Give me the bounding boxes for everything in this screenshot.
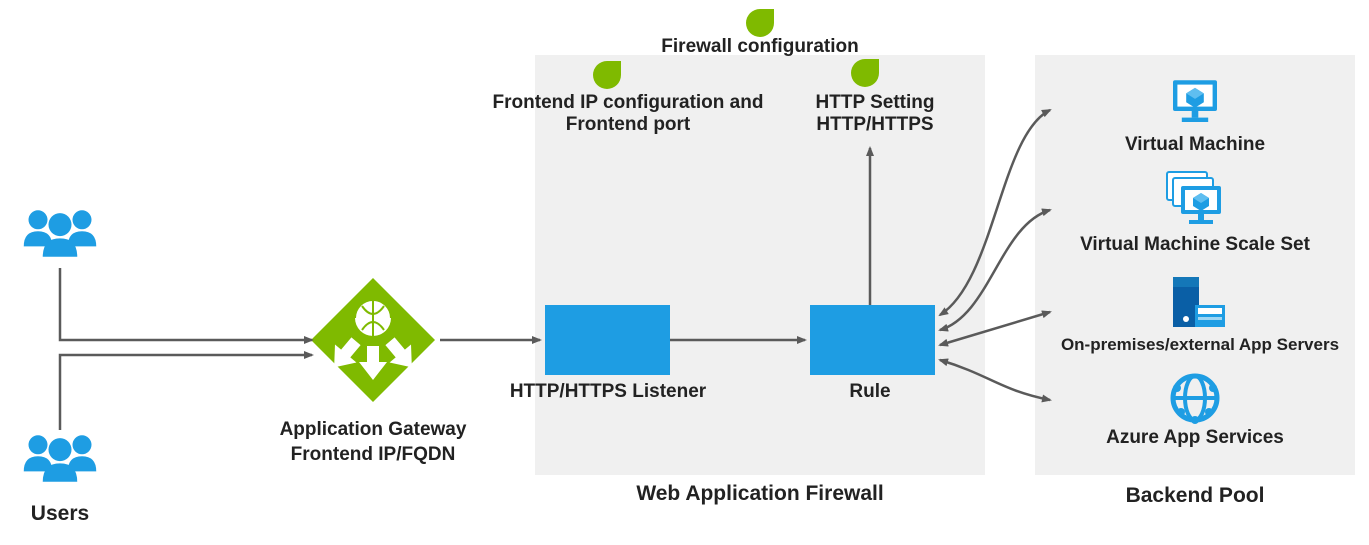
- arrow-users1-to-gateway: [60, 268, 312, 340]
- users-label: Users: [31, 502, 89, 525]
- http-setting-label-line1: HTTP Setting: [816, 92, 935, 113]
- vmss-label: Virtual Machine Scale Set: [1080, 234, 1311, 255]
- rule-box: [810, 305, 935, 375]
- users-group-icon-1: [24, 210, 97, 256]
- application-gateway-icon: [311, 278, 435, 402]
- gateway-label-line2: Frontend IP/FQDN: [291, 444, 456, 465]
- frontend-ip-label-line1: Frontend IP configuration and: [493, 92, 764, 113]
- firewall-config-label: Firewall configuration: [661, 36, 858, 57]
- gateway-label-line1: Application Gateway: [280, 419, 467, 440]
- rule-label: Rule: [849, 381, 890, 402]
- appservices-label: Azure App Services: [1106, 427, 1284, 448]
- frontend-leaf-icon: [593, 61, 621, 89]
- listener-label: HTTP/HTTPS Listener: [510, 381, 707, 402]
- listener-box: [545, 305, 670, 375]
- http-setting-label-line2: HTTP/HTTPS: [816, 114, 933, 135]
- onprem-label: On-premises/external App Servers: [1061, 335, 1339, 354]
- vm-label: Virtual Machine: [1125, 134, 1265, 155]
- waf-title: Web Application Firewall: [636, 482, 883, 505]
- http-setting-leaf-icon: [851, 59, 879, 87]
- firewall-leaf-icon: [746, 9, 774, 37]
- arrow-users2-to-gateway: [60, 355, 312, 430]
- frontend-ip-label-line2: Frontend port: [566, 114, 691, 135]
- users-group-icon-2: [24, 435, 97, 482]
- backend-pool-title: Backend Pool: [1126, 484, 1265, 507]
